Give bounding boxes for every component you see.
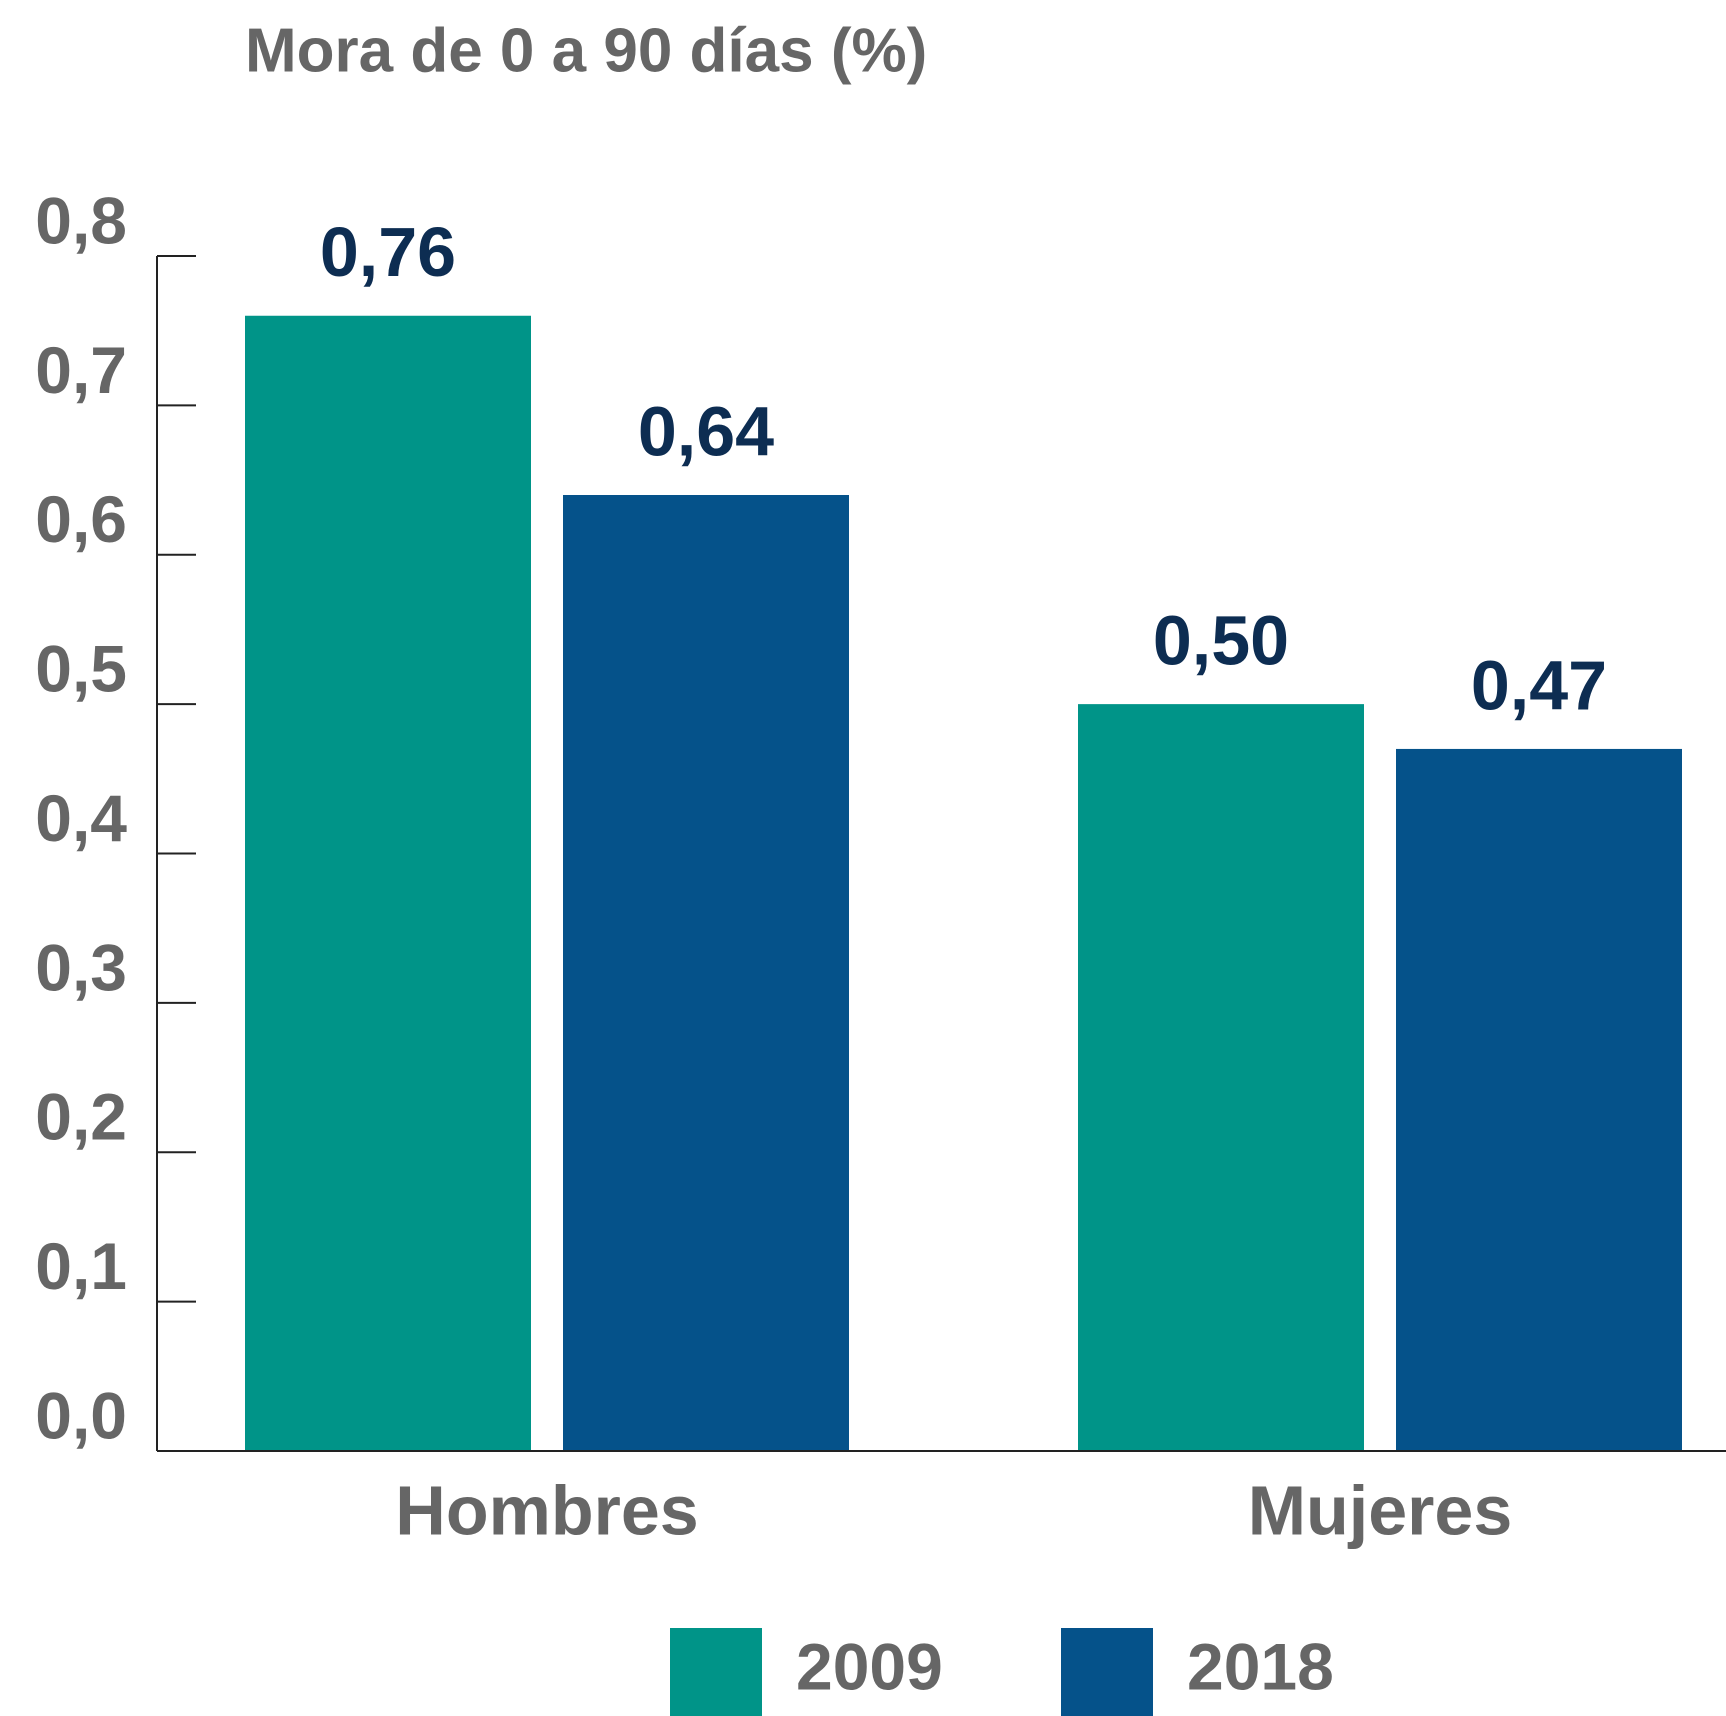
data-label: 0,50 xyxy=(1153,602,1289,680)
y-tick-label: 0,4 xyxy=(35,781,127,855)
y-tick-label: 0,1 xyxy=(35,1229,127,1303)
bar xyxy=(563,495,849,1451)
y-tick-label: 0,0 xyxy=(35,1378,127,1452)
bar xyxy=(1078,704,1364,1451)
y-tick-label: 0,7 xyxy=(35,333,127,407)
bar xyxy=(245,315,531,1451)
bar xyxy=(1396,748,1682,1451)
legend-label: 2018 xyxy=(1187,1629,1334,1703)
legend-label: 2009 xyxy=(796,1629,943,1703)
data-label: 0,76 xyxy=(320,213,456,291)
data-label: 0,64 xyxy=(638,392,774,470)
data-label: 0,47 xyxy=(1471,646,1607,724)
chart-title: Mora de 0 a 90 días (%) xyxy=(245,16,927,85)
y-tick-label: 0,2 xyxy=(35,1080,127,1154)
y-tick-label: 0,8 xyxy=(35,183,127,257)
y-tick-label: 0,3 xyxy=(35,930,127,1004)
x-tick-label: Mujeres xyxy=(1248,1471,1513,1549)
y-tick-label: 0,6 xyxy=(35,482,127,556)
legend-swatch xyxy=(1061,1628,1153,1716)
x-tick-label: Hombres xyxy=(395,1471,698,1549)
y-tick-label: 0,5 xyxy=(35,632,127,706)
legend-swatch xyxy=(670,1628,762,1716)
